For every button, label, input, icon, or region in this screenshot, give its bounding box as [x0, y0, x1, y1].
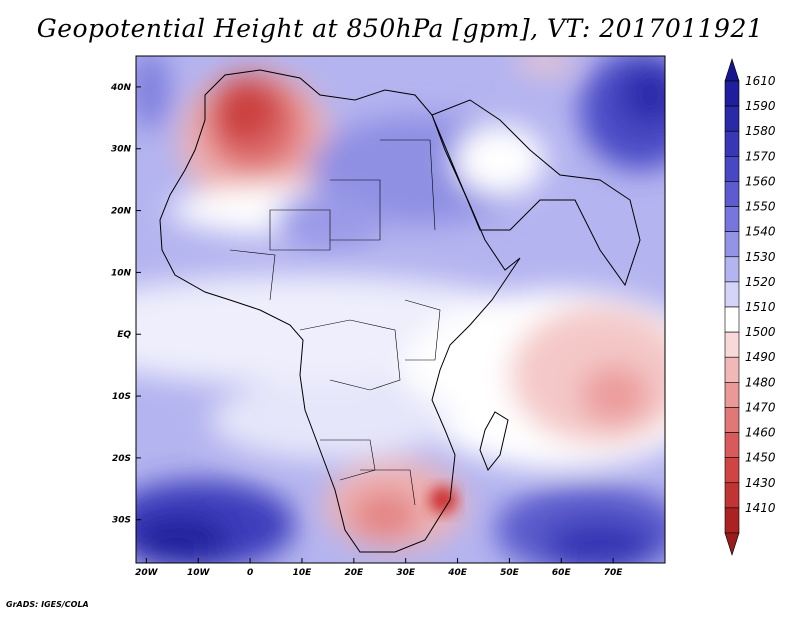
colorbar-label: 1590 — [745, 99, 776, 113]
colorbar-swatch — [724, 231, 740, 258]
x-tick-label: 20W — [135, 568, 159, 578]
colorbar-label: 1550 — [745, 200, 776, 214]
x-tick-label: 10E — [293, 568, 313, 578]
colorbar-label: 1430 — [745, 476, 776, 490]
colorbar-label: 1610 — [745, 74, 776, 88]
colorbar-label: 1510 — [745, 300, 776, 314]
axis-ticks: 20W 10W 0 10E 20E 30E 40E 50E 60E 70E 40N 30N 20N 10N… — [110, 83, 623, 578]
colorbar-label: 1570 — [745, 149, 776, 163]
colorbar-swatch — [724, 80, 740, 107]
colorbar-label: 1500 — [745, 325, 776, 339]
country-borders — [229, 139, 441, 506]
colorbar-label: 1470 — [745, 400, 776, 414]
x-tick-label: 30E — [396, 568, 416, 578]
x-tick-label: 20E — [344, 568, 364, 578]
x-tick-label: 70E — [604, 568, 624, 578]
y-tick-label: 20S — [112, 454, 131, 464]
colorbar-swatch — [724, 407, 740, 433]
colorbar-swatch — [724, 181, 740, 207]
height-field — [136, 56, 665, 563]
x-tick-label: 60E — [552, 568, 572, 578]
colorbar-swatch — [724, 356, 740, 383]
map-title: Geopotential Height at 850hPa [gpm], VT:… — [36, 14, 764, 43]
colorbar-label: 1530 — [745, 250, 776, 264]
colorbar-top-arrow — [724, 58, 740, 82]
colorbar-swatch — [724, 105, 740, 132]
coastline — [159, 69, 641, 553]
colorbar-label: 1490 — [745, 350, 776, 364]
colorbar-swatch — [724, 457, 740, 484]
colorbar-swatch — [724, 507, 740, 534]
colorbar-label: 1460 — [745, 426, 776, 440]
colorbar-swatch — [724, 482, 740, 509]
colorbar-swatch — [724, 281, 740, 308]
grads-credit: GrADS: IGES/COLA — [6, 600, 89, 609]
colorbar-swatch — [724, 382, 740, 408]
y-tick-label: 10S — [112, 392, 131, 402]
colorbar-label: 1540 — [745, 225, 776, 239]
x-tick-label: 10W — [187, 568, 211, 578]
x-tick-label: 0 — [247, 568, 253, 578]
y-tick-label: 40N — [110, 83, 132, 93]
colorbar-label: 1520 — [745, 275, 776, 289]
colorbar-swatch — [724, 432, 740, 458]
colorbar-swatch — [724, 156, 740, 182]
y-tick-label: 30S — [112, 516, 131, 526]
y-tick-label: 20N — [111, 207, 132, 217]
colorbar-swatch — [724, 206, 740, 232]
y-tick-label: EQ — [117, 330, 131, 340]
y-tick-label: 10N — [111, 268, 132, 278]
x-tick-label: 40E — [447, 568, 468, 578]
colorbar-label: 1560 — [745, 174, 776, 188]
colorbar-bottom-arrow — [724, 532, 740, 556]
colorbar-label: 1450 — [745, 451, 776, 465]
colorbar-swatch — [724, 256, 740, 283]
x-tick-label: 50E — [500, 568, 520, 578]
colorbar-swatch — [724, 130, 740, 157]
y-tick-label: 30N — [111, 145, 132, 155]
colorbar-swatch — [724, 306, 740, 333]
colorbar-label: 1410 — [745, 501, 776, 515]
colorbar-swatch — [724, 331, 740, 358]
map-frame — [135, 55, 666, 564]
colorbar-label: 1580 — [745, 124, 776, 138]
colorbar-label: 1480 — [745, 375, 776, 389]
